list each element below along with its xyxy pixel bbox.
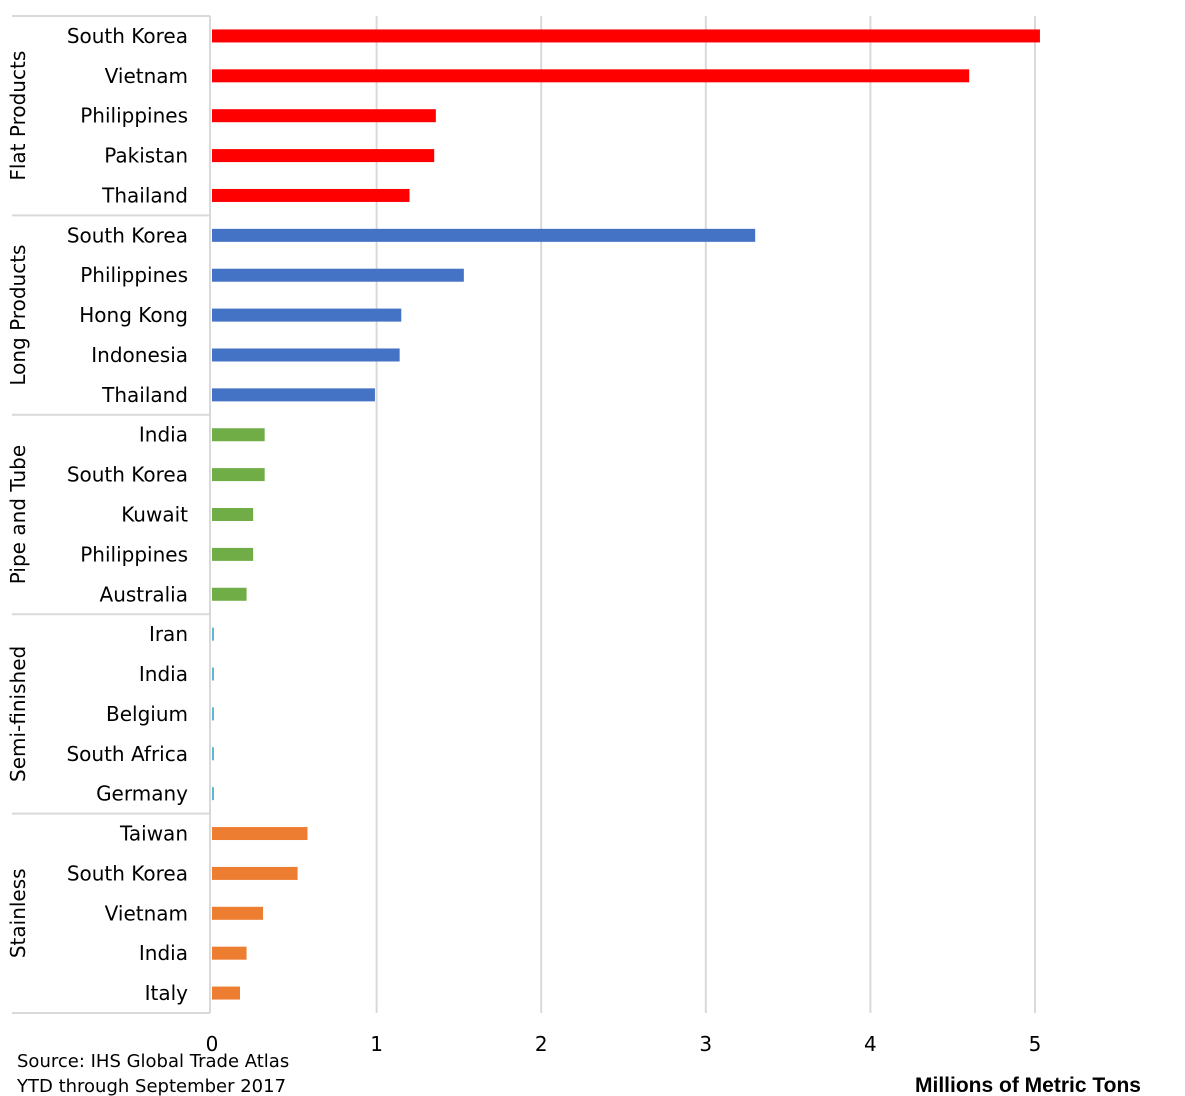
- category-label-semi-finished-belgium: Belgium: [106, 702, 188, 726]
- category-label-pipe-and-tube-india: India: [139, 423, 188, 447]
- category-label-semi-finished-india: India: [139, 662, 188, 686]
- category-label-stainless-taiwan: Taiwan: [119, 822, 188, 846]
- bar-pipe-and-tube-australia: [212, 587, 247, 601]
- category-label-pipe-and-tube-philippines: Philippines: [80, 542, 188, 566]
- category-label-pipe-and-tube-south-korea: South Korea: [67, 463, 188, 487]
- category-label-flat-products-philippines: Philippines: [80, 104, 188, 128]
- bar-flat-products-vietnam: [212, 69, 970, 83]
- bar-stainless-india: [212, 946, 247, 960]
- group-label-semi-finished: Semi-finished: [6, 646, 30, 782]
- x-tick-label-5: 5: [1029, 1032, 1042, 1056]
- bar-pipe-and-tube-philippines: [212, 547, 254, 561]
- bars: [212, 29, 1040, 1000]
- bar-pipe-and-tube-india: [212, 428, 265, 442]
- bar-semi-finished-india: [212, 667, 214, 681]
- x-tick-label-3: 3: [699, 1032, 712, 1056]
- category-label-semi-finished-germany: Germany: [96, 782, 188, 806]
- bar-long-products-hong-kong: [212, 308, 402, 322]
- bar-semi-finished-germany: [212, 787, 214, 801]
- x-axis-ticks: 0 1 2 3 4 5: [206, 1032, 1042, 1056]
- x-tick-label-2: 2: [535, 1032, 548, 1056]
- gridlines: [375, 16, 1036, 1013]
- group-label-flat-products: Flat Products: [6, 51, 30, 181]
- x-tick-label-0: 0: [206, 1032, 219, 1056]
- bar-flat-products-pakistan: [212, 149, 435, 163]
- bar-stainless-italy: [212, 986, 240, 1000]
- bar-semi-finished-south-africa: [212, 747, 214, 761]
- category-label-long-products-hong-kong: Hong Kong: [79, 303, 188, 327]
- group-label-stainless: Stainless: [6, 868, 30, 958]
- source-line-2: YTD through September 2017: [16, 1076, 286, 1096]
- source-line-1: Source: IHS Global Trade Atlas: [17, 1051, 289, 1072]
- bar-pipe-and-tube-south-korea: [212, 468, 265, 482]
- category-label-stainless-south-korea: South Korea: [67, 861, 188, 885]
- x-axis-title: Millions of Metric Tons: [915, 1074, 1141, 1096]
- group-label-pipe-and-tube: Pipe and Tube: [6, 445, 30, 584]
- bar-pipe-and-tube-kuwait: [212, 508, 254, 521]
- bar-stainless-south-korea: [212, 866, 298, 880]
- category-label-flat-products-vietnam: Vietnam: [105, 64, 188, 88]
- bar-flat-products-philippines: [212, 109, 436, 123]
- category-label-stainless-italy: Italy: [145, 981, 189, 1005]
- bar-stainless-taiwan: [212, 827, 308, 841]
- group-frame: [12, 15, 211, 1014]
- category-label-long-products-south-korea: South Korea: [67, 223, 188, 247]
- category-label-semi-finished-south-africa: South Africa: [66, 742, 188, 766]
- x-tick-label-1: 1: [370, 1032, 383, 1056]
- category-label-pipe-and-tube-kuwait: Kuwait: [121, 503, 188, 527]
- bar-long-products-south-korea: [212, 228, 756, 242]
- bar-semi-finished-belgium: [212, 707, 214, 721]
- bar-long-products-indonesia: [212, 348, 400, 362]
- category-label-long-products-indonesia: Indonesia: [91, 343, 188, 367]
- category-label-flat-products-pakistan: Pakistan: [104, 144, 188, 168]
- bar-stainless-vietnam: [212, 906, 264, 920]
- category-label-long-products-philippines: Philippines: [80, 263, 188, 287]
- category-label-stainless-vietnam: Vietnam: [105, 901, 188, 925]
- group-labels: Flat Products Long Products Pipe and Tube S…: [6, 51, 30, 958]
- bar-semi-finished-iran: [212, 627, 214, 641]
- category-label-flat-products-south-korea: South Korea: [67, 24, 188, 48]
- bar-flat-products-south-korea: [212, 29, 1040, 43]
- category-labels: South Korea Vietnam Philippines Pakistan Tha…: [66, 24, 188, 1005]
- category-label-long-products-thailand: Thailand: [101, 383, 188, 407]
- group-label-long-products: Long Products: [6, 245, 30, 386]
- x-tick-label-4: 4: [864, 1032, 877, 1056]
- bar-long-products-philippines: [212, 268, 464, 282]
- category-label-flat-products-thailand: Thailand: [101, 183, 188, 207]
- category-label-pipe-and-tube-australia: Australia: [100, 582, 188, 606]
- bar-flat-products-thailand: [212, 188, 410, 202]
- category-label-semi-finished-iran: Iran: [149, 622, 188, 646]
- bar-long-products-thailand: [212, 388, 375, 402]
- category-label-stainless-india: India: [139, 941, 188, 965]
